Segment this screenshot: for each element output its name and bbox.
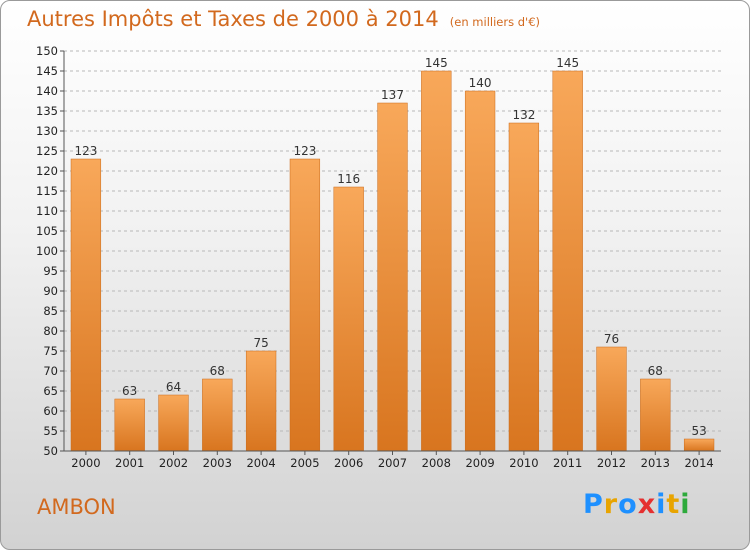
- value-label-2000: 123: [74, 144, 97, 158]
- y-tick-label: 60: [43, 404, 58, 418]
- logo-letter: i: [656, 489, 667, 520]
- y-tick-label: 145: [36, 64, 58, 78]
- x-tick-label: 2014: [684, 456, 713, 470]
- y-tick-label: 105: [36, 224, 58, 238]
- x-tick-label: 2004: [246, 456, 275, 470]
- bar-2003: [202, 378, 233, 452]
- bar-2005: [289, 158, 321, 452]
- x-tick-label: 2006: [334, 456, 363, 470]
- x-tick-label: 2005: [290, 456, 319, 470]
- x-tick-label: 2008: [422, 456, 451, 470]
- y-tick-label: 140: [36, 84, 58, 98]
- y-tick-label: 120: [36, 164, 58, 178]
- bar-2013: [640, 378, 671, 452]
- logo-letter: t: [666, 489, 681, 520]
- chart-title-block: Autres Impôts et Taxes de 2000 à 2014 (e…: [27, 7, 540, 31]
- x-tick-label: 2012: [597, 456, 626, 470]
- bar-2006: [333, 186, 364, 452]
- value-label-2006: 116: [337, 172, 360, 186]
- value-label-2014: 53: [691, 424, 706, 438]
- value-label-2013: 68: [648, 364, 663, 378]
- y-tick-label: 115: [36, 184, 58, 198]
- logo-letter: r: [603, 489, 619, 520]
- logo-letter: x: [637, 489, 657, 520]
- bar-2001: [114, 398, 145, 452]
- y-tick-label: 110: [36, 204, 58, 218]
- value-label-2011: 145: [556, 56, 579, 70]
- x-tick-label: 2000: [71, 456, 100, 470]
- value-label-2004: 75: [253, 336, 268, 350]
- x-tick-label: 2011: [553, 456, 582, 470]
- x-tick-label: 2010: [509, 456, 538, 470]
- bar-2008: [421, 70, 452, 452]
- chart-title: Autres Impôts et Taxes de 2000 à 2014: [27, 7, 439, 31]
- bar-2009: [464, 90, 496, 452]
- bar-2002: [158, 394, 189, 452]
- value-label-2003: 68: [210, 364, 225, 378]
- proxiti-logo[interactable]: Proxiti: [583, 489, 691, 520]
- y-tick-label: 135: [36, 104, 58, 118]
- x-tick-label: 2001: [115, 456, 144, 470]
- bar-2012: [596, 346, 627, 452]
- bar-2004: [245, 350, 277, 452]
- value-label-2008: 145: [425, 56, 448, 70]
- value-label-2007: 137: [381, 88, 404, 102]
- y-tick-label: 70: [43, 364, 58, 378]
- y-tick-label: 55: [43, 424, 58, 438]
- y-tick-label: 50: [43, 444, 58, 458]
- y-tick-label: 95: [43, 264, 58, 278]
- value-label-2012: 76: [604, 332, 619, 346]
- bars-layer: [70, 70, 715, 452]
- y-tick-label: 125: [36, 144, 58, 158]
- value-label-2001: 63: [122, 384, 137, 398]
- chart-unit-note: (en milliers d'€): [449, 15, 540, 29]
- bar-2011: [552, 70, 583, 452]
- x-tick-label: 2007: [378, 456, 407, 470]
- y-tick-label: 100: [36, 244, 58, 258]
- x-tick-label: 2002: [159, 456, 188, 470]
- value-label-2002: 64: [166, 380, 181, 394]
- bar-2000: [70, 158, 102, 452]
- value-label-2005: 123: [293, 144, 316, 158]
- value-label-2010: 132: [512, 108, 535, 122]
- bar-2010: [508, 122, 540, 452]
- logo-letter: i: [680, 489, 691, 520]
- bar-2014: [683, 438, 715, 452]
- y-tick-label: 130: [36, 124, 58, 138]
- x-tick-label: 2013: [641, 456, 670, 470]
- y-tick-label: 75: [43, 344, 58, 358]
- x-tick-label: 2009: [465, 456, 494, 470]
- y-tick-label: 80: [43, 324, 58, 338]
- logo-letter: P: [583, 489, 604, 520]
- y-tick-label: 90: [43, 284, 58, 298]
- x-tick-label: 2003: [203, 456, 232, 470]
- value-label-2009: 140: [469, 76, 492, 90]
- commune-name: AMBON: [37, 495, 116, 519]
- y-tick-label: 150: [36, 44, 58, 58]
- y-tick-label: 65: [43, 384, 58, 398]
- bar-2007: [377, 102, 408, 452]
- axis-layer: 50 55 60 65 70 75 80 85 90 95 100 105 110 115 120 125 13…: [36, 44, 721, 470]
- labels-layer: 123 63 64 68 75 123 116 137 145 140 132 145 76 68 53: [74, 56, 706, 438]
- logo-letter: o: [618, 489, 638, 520]
- y-tick-label: 85: [43, 304, 58, 318]
